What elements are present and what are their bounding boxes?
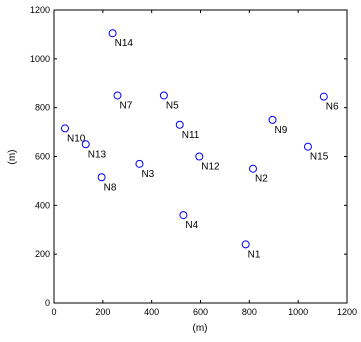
point-marker-n9 bbox=[268, 115, 277, 124]
point-label-n2: N2 bbox=[255, 174, 268, 185]
point-marker-n1 bbox=[241, 240, 250, 249]
point-marker-n2 bbox=[248, 164, 257, 173]
point-label-n6: N6 bbox=[326, 102, 339, 113]
point-label-n8: N8 bbox=[104, 182, 117, 193]
y-tick-label: 800 bbox=[35, 103, 50, 113]
point-marker-n12 bbox=[195, 152, 204, 161]
point-label-n11: N11 bbox=[182, 130, 200, 141]
x-tick-label: 1200 bbox=[337, 307, 357, 317]
point-label-n10: N10 bbox=[67, 133, 86, 144]
x-tick-label: 800 bbox=[242, 307, 257, 317]
point-label-n13: N13 bbox=[88, 149, 107, 160]
point-label-n14: N14 bbox=[115, 38, 134, 49]
point-marker-n8 bbox=[97, 173, 106, 182]
x-tick-label: 200 bbox=[95, 307, 110, 317]
x-axis-label: (m) bbox=[193, 323, 208, 334]
x-tick-label: 0 bbox=[51, 307, 56, 317]
y-tick-label: 600 bbox=[35, 152, 50, 162]
x-tick-label: 400 bbox=[144, 307, 159, 317]
x-tick-label: 600 bbox=[193, 307, 208, 317]
point-marker-n15 bbox=[303, 142, 312, 151]
point-marker-n4 bbox=[179, 211, 188, 220]
point-label-n7: N7 bbox=[119, 100, 132, 111]
point-marker-n5 bbox=[159, 91, 168, 100]
plot-area bbox=[53, 9, 348, 304]
point-label-n15: N15 bbox=[310, 152, 329, 163]
point-marker-n7 bbox=[113, 91, 122, 100]
point-label-n12: N12 bbox=[201, 162, 220, 173]
point-marker-n13 bbox=[81, 140, 90, 149]
point-marker-n6 bbox=[319, 92, 328, 101]
point-label-n1: N1 bbox=[248, 249, 261, 260]
y-axis-label: (m) bbox=[7, 150, 18, 165]
point-label-n5: N5 bbox=[166, 100, 179, 111]
y-axis-ticks: 0 200 400 600 800 1000 1200 bbox=[30, 5, 347, 308]
y-tick-label: 1200 bbox=[30, 5, 50, 15]
point-marker-n11 bbox=[175, 120, 184, 129]
x-tick-label: 1000 bbox=[288, 307, 308, 317]
point-marker-n14 bbox=[108, 29, 117, 38]
y-tick-label: 200 bbox=[35, 249, 50, 259]
data-points: N1 N2 N3 N4 N5 N6 N7 N8 N9 N10 N11 N12 N13 N14 N15 bbox=[60, 29, 339, 260]
point-label-n9: N9 bbox=[275, 125, 288, 136]
y-tick-label: 400 bbox=[35, 200, 50, 210]
y-tick-label: 1000 bbox=[30, 54, 50, 64]
y-tick-label: 0 bbox=[45, 298, 50, 308]
point-label-n4: N4 bbox=[185, 220, 198, 231]
point-marker-n3 bbox=[135, 159, 144, 168]
x-axis-ticks: 0 200 400 600 800 1000 1200 bbox=[51, 10, 357, 317]
point-label-n3: N3 bbox=[141, 169, 154, 180]
point-marker-n10 bbox=[60, 124, 69, 133]
